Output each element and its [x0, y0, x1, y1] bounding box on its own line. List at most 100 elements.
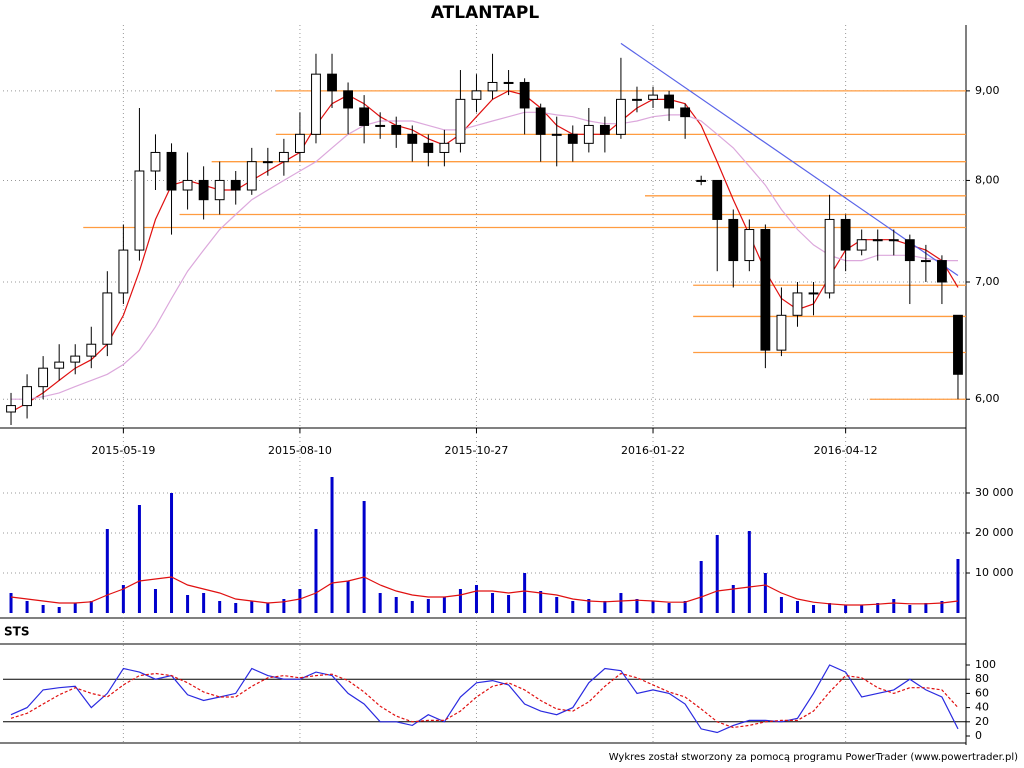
candle-body: [744, 229, 755, 262]
candle-body: [246, 161, 257, 191]
x-tick-label: 2015-08-10: [268, 444, 332, 457]
candle-body: [712, 179, 723, 220]
volume-bar: [234, 603, 238, 613]
volume-bar: [330, 477, 334, 613]
y-tick-label: 40: [975, 701, 989, 714]
indicator-line: [10, 576, 959, 606]
candle-body: [599, 124, 610, 135]
candle-body: [937, 260, 947, 283]
candle-body: [487, 81, 498, 92]
volume-bar: [9, 593, 13, 613]
volume-bar: [892, 599, 896, 613]
volume-bar: [603, 601, 607, 613]
candle-body: [343, 90, 353, 109]
volume-bar: [170, 493, 174, 613]
volume-bar: [940, 601, 944, 613]
volume-bar: [747, 531, 751, 613]
volume-bar: [105, 529, 109, 613]
volume-bar: [282, 599, 286, 613]
volume-bar: [298, 589, 302, 613]
volume-bar: [699, 561, 703, 613]
volume-bar: [523, 573, 527, 613]
volume-bar: [651, 601, 655, 613]
chart-title: ATLANTAPL: [431, 3, 540, 23]
sts-title: STS: [4, 625, 29, 639]
volume-bar: [41, 605, 45, 613]
volume-bar: [860, 605, 864, 613]
candle-body: [327, 73, 337, 92]
volume-bar: [378, 593, 382, 613]
candle-body: [856, 239, 867, 251]
candle-body: [904, 239, 915, 262]
volume-bar: [828, 603, 832, 613]
candle-body: [295, 133, 305, 153]
y-tick-label: 20: [975, 715, 989, 728]
candle-body: [375, 124, 386, 127]
volume-bar: [587, 599, 591, 613]
indicator-line: [11, 111, 958, 400]
candle-body: [953, 314, 963, 375]
candle-body: [503, 81, 514, 84]
volume-bar: [763, 573, 767, 613]
volume-bar: [121, 585, 125, 613]
volume-bar: [57, 607, 61, 613]
volume-bar: [667, 603, 671, 613]
candle-body: [118, 249, 129, 294]
volume-bar: [779, 597, 783, 613]
volume-bar: [394, 597, 398, 613]
volume-bar: [812, 605, 816, 613]
volume-bar: [683, 601, 687, 613]
candle-body: [134, 170, 145, 251]
candle-body: [359, 107, 370, 126]
y-tick-label: 30 000: [975, 486, 1014, 499]
volume-bar: [491, 593, 495, 613]
volume-bar: [635, 599, 639, 613]
y-tick-label: 20 000: [975, 526, 1014, 539]
volume-bar: [250, 601, 254, 613]
candle-body: [22, 386, 32, 407]
candle-body: [535, 107, 546, 135]
candle-body: [214, 179, 225, 201]
volume-bar: [539, 591, 543, 613]
candle-body: [423, 142, 434, 153]
volume-bar: [442, 597, 446, 613]
volume-bar: [555, 597, 559, 613]
volume-bar: [202, 593, 206, 613]
candle-body: [278, 151, 289, 163]
candle-body: [808, 292, 819, 295]
volume-bar: [458, 589, 462, 613]
indicator-line: [10, 664, 959, 734]
x-tick-label: 2016-04-12: [814, 444, 878, 457]
footer: Wykres został stworzony za pomocą progra…: [609, 752, 1018, 763]
candle-body: [680, 107, 691, 118]
volume-bar: [507, 595, 511, 613]
volume-bar: [571, 601, 575, 613]
candle-body: [198, 179, 209, 201]
y-tick-label: 60: [975, 686, 989, 699]
candle-body: [840, 218, 851, 251]
y-tick-label: 0: [975, 729, 982, 742]
candle-body: [888, 239, 899, 242]
volume-bar: [25, 601, 29, 613]
y-tick-label: 9,00: [975, 84, 1000, 97]
candle-body: [38, 367, 49, 388]
candle-body: [54, 361, 65, 369]
y-tick-label: 7,00: [975, 275, 1000, 288]
y-tick-label: 100: [975, 658, 996, 671]
volume-bar: [266, 603, 270, 613]
candle-body: [311, 73, 321, 135]
candle-body: [182, 179, 193, 191]
candle-body: [760, 229, 771, 351]
candle-body: [824, 218, 835, 294]
x-tick-label: 2016-01-22: [621, 444, 685, 457]
candle-body: [6, 405, 16, 413]
candle-body: [407, 133, 418, 144]
candle-body: [391, 124, 402, 135]
volume-bar: [426, 599, 430, 613]
volume-bar: [876, 603, 880, 613]
candle-body: [86, 343, 97, 357]
candle-body: [150, 151, 161, 172]
candle-body: [567, 133, 578, 144]
